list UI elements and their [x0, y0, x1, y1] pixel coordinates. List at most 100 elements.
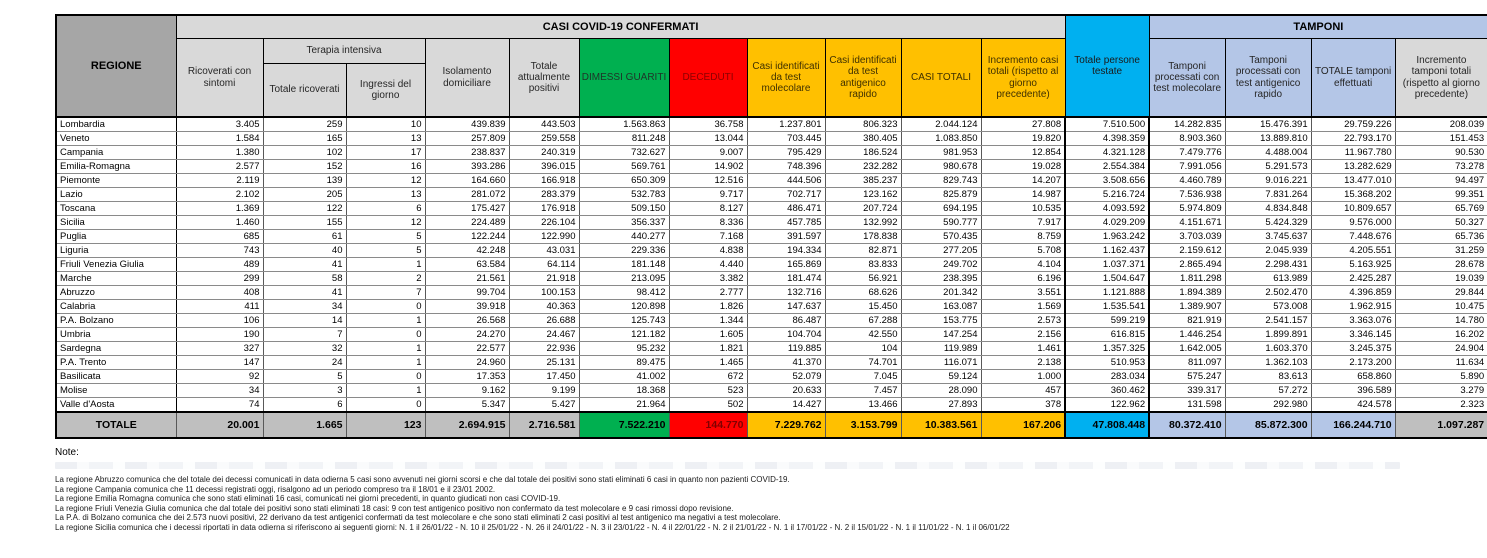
value-cell: 3.745.637: [1224, 229, 1312, 244]
value-cell: 327: [175, 341, 264, 356]
value-cell: 283.034: [1064, 369, 1151, 384]
value-cell: 31.259: [1394, 243, 1487, 258]
value-cell: 1.821: [668, 341, 748, 356]
value-cell: 122.962: [1064, 397, 1151, 413]
value-cell: 178.838: [824, 229, 902, 244]
value-cell: 120.898: [578, 299, 670, 314]
value-cell: 98.412: [578, 285, 670, 300]
value-cell: 1: [345, 355, 426, 370]
value-cell: 27.893: [900, 397, 982, 413]
value-cell: 122.990: [508, 229, 580, 244]
value-cell: 3.405: [175, 116, 264, 132]
value-cell: 486.471: [746, 201, 826, 216]
table-body: Lombardia 3.405 259 10 439.839 443.503 1.563.8…: [55, 116, 1487, 413]
notes-lines: La regione Abruzzo comunica che del tota…: [55, 475, 1455, 533]
table-row: Campania 1.380 102 17 238.837 240.319 732.627 9…: [55, 145, 1487, 160]
value-cell: 4.396.859: [1310, 285, 1396, 300]
value-cell: 3.382: [668, 271, 748, 286]
column-header-incremento-casi: Incremento casi totali (rispetto al gior…: [980, 38, 1066, 118]
value-cell: 4.205.551: [1310, 243, 1396, 258]
value-cell: 29.759.226: [1310, 116, 1396, 132]
value-cell: 5.974.809: [1148, 201, 1226, 216]
value-cell: 41.370: [746, 355, 826, 370]
value-cell: 19.028: [980, 159, 1066, 174]
value-cell: 532.783: [578, 187, 670, 202]
value-cell: 14: [262, 313, 347, 328]
value-cell: 125.743: [578, 313, 670, 328]
total-value-cell: 1.097.287: [1394, 411, 1487, 439]
value-cell: 181.148: [578, 257, 670, 272]
value-cell: 14.902: [668, 159, 748, 174]
value-cell: 82.871: [824, 243, 902, 258]
value-cell: 94.497: [1394, 173, 1487, 188]
total-value-cell: 166.244.710: [1310, 411, 1396, 439]
value-cell: 4.093.592: [1064, 201, 1151, 216]
value-cell: 43.031: [508, 243, 580, 258]
value-cell: 2.502.470: [1224, 285, 1312, 300]
value-cell: 41.002: [578, 369, 670, 384]
value-cell: 1.535.541: [1064, 299, 1151, 314]
value-cell: 238.837: [424, 145, 510, 160]
value-cell: 4.440: [668, 257, 748, 272]
value-cell: 411: [175, 299, 264, 314]
value-cell: 981.953: [900, 145, 982, 160]
value-cell: 106: [175, 313, 264, 328]
value-cell: 825.879: [900, 187, 982, 202]
value-cell: 443.503: [508, 116, 580, 132]
note-line: La P.A. di Bolzano comunica che dei 2.57…: [55, 513, 781, 523]
value-cell: 1.344: [668, 313, 748, 328]
value-cell: 34: [262, 299, 347, 314]
total-value-cell: 2.694.915: [424, 411, 510, 439]
column-header-casi-totali: CASI TOTALI: [900, 38, 982, 118]
value-cell: 208.039: [1394, 116, 1487, 132]
column-group-terapia-intensiva: Terapia intensiva: [262, 38, 426, 64]
value-cell: 743: [175, 243, 264, 258]
value-cell: 164.660: [424, 173, 510, 188]
column-header-regione: REGIONE: [55, 14, 177, 118]
value-cell: 0: [345, 369, 426, 384]
value-cell: 226.104: [508, 215, 580, 230]
value-cell: 229.336: [578, 243, 670, 258]
value-cell: 1.357.325: [1064, 341, 1151, 356]
value-cell: 29.844: [1394, 285, 1487, 300]
value-cell: 65.769: [1394, 201, 1487, 216]
value-cell: 99.704: [424, 285, 510, 300]
table-row: Calabria 411 34 0 39.918 40.363 120.898 1.826 14…: [55, 299, 1487, 314]
column-header-dimessi-guariti: DIMESSI GUARITI: [578, 38, 670, 118]
value-cell: 121.182: [578, 327, 670, 342]
value-cell: 360.462: [1064, 383, 1151, 398]
value-cell: 190: [175, 327, 264, 342]
table-row: Basilicata 92 5 0 17.353 17.450 41.002 672 52.07…: [55, 369, 1487, 384]
value-cell: 249.702: [900, 257, 982, 272]
column-header-totale-ricoverati: Totale ricoverati: [262, 63, 347, 118]
value-cell: 74: [175, 397, 264, 413]
value-cell: 396.589: [1310, 383, 1396, 398]
value-cell: 28.090: [900, 383, 982, 398]
value-cell: 4.151.671: [1148, 215, 1226, 230]
value-cell: 12: [345, 173, 426, 188]
value-cell: 15.476.391: [1224, 116, 1312, 132]
column-header-casi-molecolare: Casi identificati da test molecolare: [746, 38, 826, 118]
value-cell: 151.453: [1394, 131, 1487, 146]
value-cell: 2.119: [175, 173, 264, 188]
value-cell: 12: [345, 215, 426, 230]
table-row: Valle d'Aosta 74 6 0 5.347 5.427 21.964 502 14.4…: [55, 397, 1487, 413]
value-cell: 1.121.888: [1064, 285, 1151, 300]
value-cell: 502: [668, 397, 748, 413]
value-cell: 21.561: [424, 271, 510, 286]
total-value-cell: 7.522.210: [578, 411, 670, 439]
value-cell: 1.642.005: [1148, 341, 1226, 356]
region-name: Marche: [55, 271, 177, 286]
value-cell: 19.820: [980, 131, 1066, 146]
value-cell: 2.577: [175, 159, 264, 174]
value-cell: 703.445: [746, 131, 826, 146]
value-cell: 1: [345, 341, 426, 356]
value-cell: 181.474: [746, 271, 826, 286]
value-cell: 119.989: [900, 341, 982, 356]
region-name: Abruzzo: [55, 285, 177, 300]
value-cell: 2.045.939: [1224, 243, 1312, 258]
table-row: Lombardia 3.405 259 10 439.839 443.503 1.563.8…: [55, 116, 1487, 132]
value-cell: 811.248: [578, 131, 670, 146]
value-cell: 52.079: [746, 369, 826, 384]
value-cell: 489: [175, 257, 264, 272]
